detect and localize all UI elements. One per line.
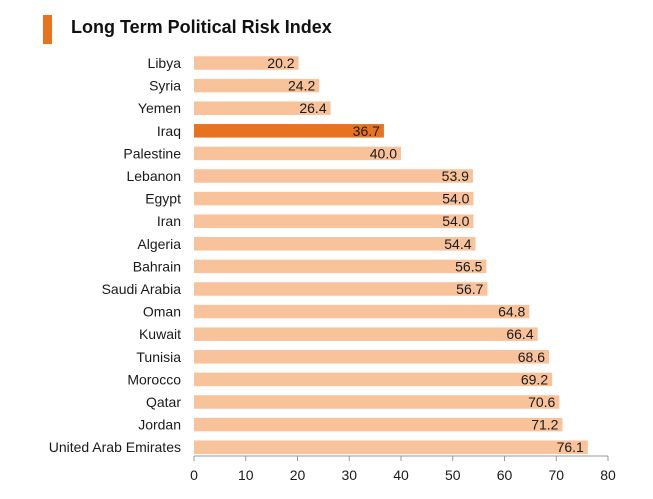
value-label-yemen: 26.4	[299, 100, 326, 116]
category-label-bahrain: Bahrain	[133, 258, 181, 274]
category-label-lebanon: Lebanon	[126, 168, 181, 184]
x-tick-label: 30	[341, 467, 357, 483]
category-label-kuwait: Kuwait	[139, 326, 181, 342]
category-label-iran: Iran	[157, 213, 181, 229]
bar-oman	[194, 304, 530, 319]
bar-iraq	[194, 124, 384, 138]
value-labels-group: 20.2 24.2 26.4 36.7 40.0 53.9 54.0 54.0 54.4 56.5…	[267, 55, 584, 455]
category-label-iraq: Iraq	[157, 123, 181, 139]
value-label-bahrain: 56.5	[455, 258, 482, 274]
value-label-kuwait: 66.4	[506, 326, 533, 342]
value-label-tunisia: 68.6	[518, 349, 545, 365]
value-label-libya: 20.2	[267, 55, 294, 71]
value-label-lebanon: 53.9	[442, 168, 469, 184]
x-tick-label: 0	[190, 467, 198, 483]
value-label-morocco: 69.2	[521, 371, 548, 387]
bar-iran	[194, 214, 474, 228]
bar-morocco	[194, 372, 553, 387]
x-tick-label: 60	[497, 467, 513, 483]
bar-saudi-arabia	[194, 282, 488, 296]
value-label-saudi-arabia: 56.7	[456, 281, 483, 297]
category-label-palestine: Palestine	[123, 145, 181, 161]
category-label-egypt: Egypt	[145, 191, 181, 207]
bar-palestine	[194, 146, 401, 161]
bar-yemen	[194, 101, 331, 115]
x-tick-label: 70	[548, 467, 564, 483]
value-label-egypt: 54.0	[442, 191, 469, 207]
bar-syria	[194, 78, 320, 93]
chart-title: Long Term Political Risk Index	[71, 17, 332, 37]
x-tick-label: 10	[238, 467, 254, 483]
category-label-tunisia: Tunisia	[136, 349, 181, 365]
value-label-qatar: 70.6	[528, 394, 555, 410]
category-label-morocco: Morocco	[127, 371, 181, 387]
bar-jordan	[194, 417, 563, 432]
x-tick-label: 20	[290, 467, 306, 483]
category-label-qatar: Qatar	[146, 394, 181, 410]
bar-qatar	[194, 395, 560, 409]
x-tick-label: 40	[393, 467, 409, 483]
category-label-united-arab-emirates: United Arab Emirates	[49, 439, 181, 455]
category-label-oman: Oman	[143, 304, 181, 320]
bar-egypt	[194, 191, 474, 206]
category-label-saudi-arabia: Saudi Arabia	[102, 281, 182, 297]
value-label-united-arab-emirates: 76.1	[557, 439, 584, 455]
value-label-jordan: 71.2	[531, 417, 558, 433]
x-tick-label: 50	[445, 467, 461, 483]
value-label-oman: 64.8	[498, 304, 525, 320]
category-label-libya: Libya	[148, 55, 182, 71]
value-label-palestine: 40.0	[370, 145, 397, 161]
bars-group	[194, 56, 588, 454]
bar-tunisia	[194, 350, 550, 364]
value-label-algeria: 54.4	[444, 236, 471, 252]
category-labels-group: Libya Syria Yemen Iraq Palestine Lebanon Egypt…	[49, 55, 182, 455]
value-label-iran: 54.0	[442, 213, 469, 229]
bar-lebanon	[194, 169, 473, 183]
category-label-algeria: Algeria	[137, 236, 181, 252]
category-label-jordan: Jordan	[138, 417, 181, 433]
category-label-syria: Syria	[149, 78, 181, 94]
value-label-iraq: 36.7	[353, 123, 380, 139]
title-accent-bar	[43, 15, 52, 44]
bar-united-arab-emirates	[194, 440, 588, 454]
bar-kuwait	[194, 327, 538, 341]
value-label-syria: 24.2	[288, 78, 315, 94]
x-axis: 0 10 20 30 40 50 60 70 80	[190, 455, 616, 483]
x-tick-label: 80	[600, 467, 616, 483]
bar-libya	[194, 56, 299, 70]
bar-algeria	[194, 237, 476, 251]
bar-bahrain	[194, 259, 487, 274]
category-label-yemen: Yemen	[138, 100, 181, 116]
